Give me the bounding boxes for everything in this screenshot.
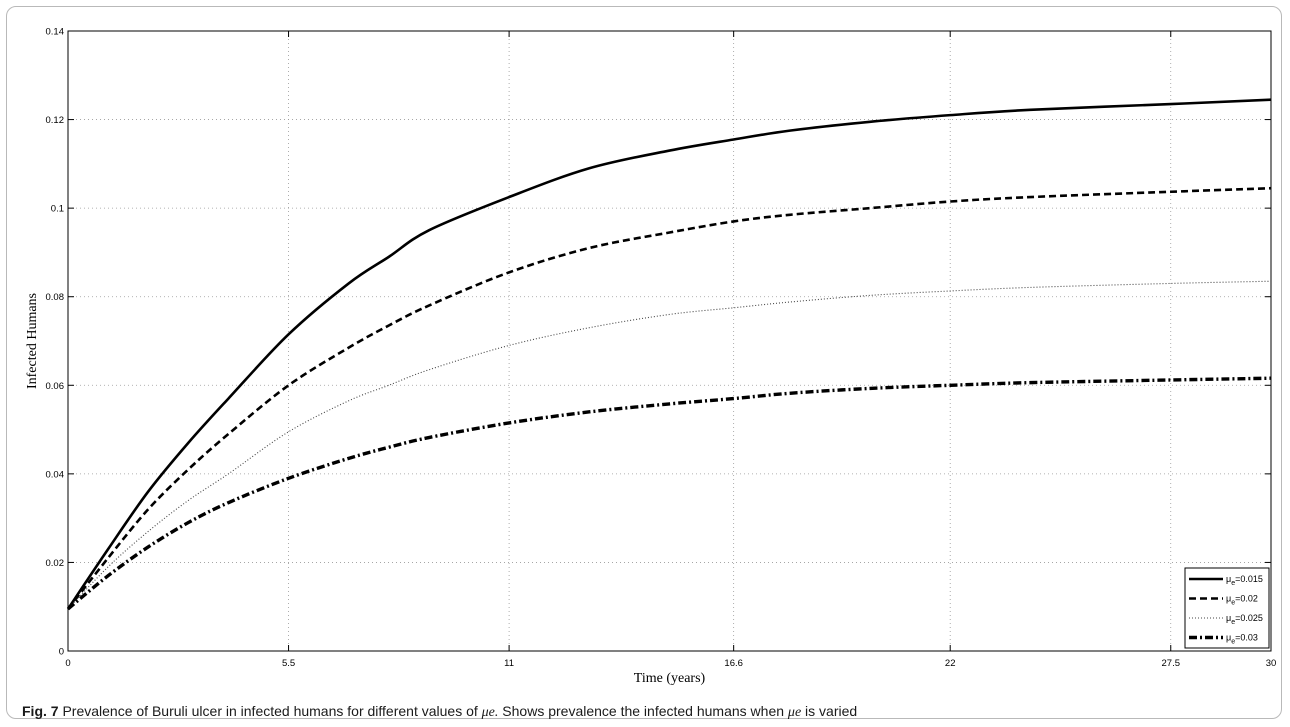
x-axis-label: Time (years) xyxy=(634,671,706,686)
figure-frame xyxy=(6,6,1282,719)
series-line-1 xyxy=(66,98,1272,610)
x-tick-label: 11 xyxy=(504,658,514,669)
series-line-3 xyxy=(67,280,1272,610)
legend: μe=0.015 μe=0.02 μe=0.025 μe=0.03 xyxy=(1184,567,1270,649)
y-ticks: 0 0.02 0.04 0.06 0.08 0.1 0.12 0.14 xyxy=(46,27,1271,658)
y-tick-label: 0.1 xyxy=(51,204,64,215)
x-tick-label: 16.6 xyxy=(724,658,743,669)
x-tick-label: 5.5 xyxy=(282,658,295,669)
legend-box xyxy=(1184,567,1270,649)
y-tick-label: 0.08 xyxy=(46,292,65,303)
figure-caption: Fig. 7 Prevalence of Buruli ulcer in inf… xyxy=(22,703,1272,721)
plot-area-border xyxy=(67,30,1272,652)
series-lines xyxy=(66,98,1272,611)
legend-label-3: μe=0.025 xyxy=(1226,613,1263,626)
y-tick-label: 0 xyxy=(59,647,64,658)
legend-label-1: μe=0.015 xyxy=(1226,574,1263,587)
legend-label-4: μe=0.03 xyxy=(1226,633,1258,646)
caption-text-3: is varied xyxy=(801,703,858,719)
series-line-4 xyxy=(66,376,1272,611)
x-tick-label: 30 xyxy=(1266,658,1277,669)
caption-text-1: Prevalence of Buruli ulcer in infected h… xyxy=(58,703,482,719)
caption-symbol-1: μe. xyxy=(481,705,499,720)
y-tick-label: 0.12 xyxy=(46,115,65,126)
x-ticks: 0 5.5 11 16.6 22 27.5 30 xyxy=(65,31,1276,669)
x-tick-label: 27.5 xyxy=(1162,658,1181,669)
caption-symbol-2: μe xyxy=(787,705,802,720)
y-tick-label: 0.04 xyxy=(46,469,65,480)
legend-label-2: μe=0.02 xyxy=(1226,594,1258,607)
y-tick-label: 0.06 xyxy=(46,381,65,392)
series-line-2 xyxy=(66,186,1272,610)
y-tick-label: 0.02 xyxy=(46,558,65,569)
caption-text-2: Shows prevalence the infected humans whe… xyxy=(498,703,788,719)
x-tick-label: 22 xyxy=(945,658,956,669)
caption-fig-label: Fig. 7 xyxy=(22,703,59,719)
y-tick-label: 0.14 xyxy=(46,27,65,38)
grid-lines xyxy=(68,31,1271,651)
y-axis-label: Infected Humans xyxy=(25,293,40,389)
x-tick-label: 0 xyxy=(65,658,70,669)
